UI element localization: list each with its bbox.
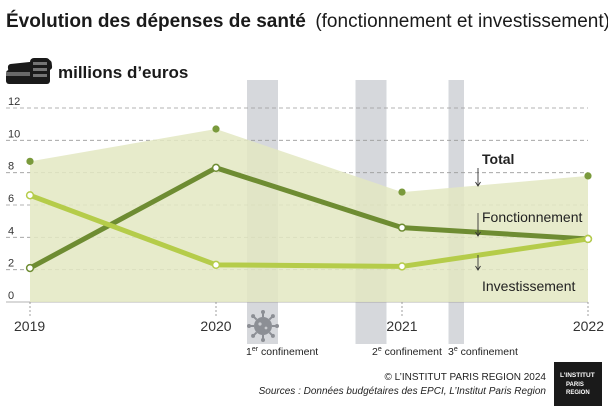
institut-logo: L’INSTITUT PARIS REGION: [554, 362, 602, 406]
total-point-2021: [398, 188, 406, 196]
total-point-2022: [584, 172, 592, 180]
logo-line-1: L’INSTITUT: [560, 372, 595, 379]
source-text: Sources : Données budgétaires des EPCI, …: [259, 386, 547, 397]
total-point-2020: [212, 125, 220, 133]
fonctionnement-point-2021: [397, 223, 407, 232]
period-label-3: 3e confinement: [448, 346, 518, 358]
copyright-text: © L’INSTITUT PARIS REGION 2024: [385, 372, 547, 383]
virus-icon: [247, 310, 279, 342]
logo-line-3: REGION: [566, 390, 590, 396]
period-label-1: 1er confinement: [246, 346, 318, 358]
period-label-2: 2e confinement: [372, 346, 442, 358]
series-label-investissement: Investissement: [482, 278, 575, 294]
y-tick-10: 10: [8, 128, 20, 140]
investissement-point-2019: [25, 191, 35, 200]
x-tick-2020: 2020: [200, 318, 231, 334]
y-tick-12: 12: [8, 96, 20, 108]
series-labels: Total Fonctionnement Investissement: [475, 151, 583, 294]
investissement-point-2022: [583, 234, 593, 244]
investissement-point-2021: [397, 262, 407, 271]
x-tick-2019: 2019: [14, 318, 45, 334]
fonctionnement-line: [27, 165, 591, 271]
fonctionnement-point-2019: [25, 263, 35, 273]
banknote-stack-icon: [6, 58, 53, 84]
series-label-fonctionnement: Fonctionnement: [482, 209, 583, 225]
investissement-point-2020: [211, 260, 221, 269]
logo-line-2: PARIS: [566, 382, 584, 388]
x-tick-2021: 2021: [386, 318, 417, 334]
fonctionnement-point-2020: [211, 163, 221, 172]
y-tick-2: 2: [8, 258, 14, 270]
chart-title-bold: Évolution des dépenses de santé: [6, 10, 306, 32]
y-tick-8: 8: [8, 161, 14, 173]
y-tick-0: 0: [8, 290, 14, 302]
investissement-arrow-head: [475, 265, 481, 271]
x-axis: 2019 2020 2021 2022: [14, 302, 604, 334]
x-tick-2022: 2022: [573, 318, 604, 334]
series-layer: [25, 125, 593, 302]
y-tick-4: 4: [8, 225, 14, 237]
unit-label: millions d’euros: [58, 63, 188, 82]
investissement-line: [27, 192, 591, 269]
y-tick-6: 6: [8, 193, 14, 205]
chart-title: Évolution des dépenses de santé (fonctio…: [6, 10, 608, 32]
chart-title-regular: (fonctionnement et investissement): [315, 11, 608, 32]
total-arrow-head: [475, 181, 481, 187]
series-label-total: Total: [482, 151, 514, 167]
total-point-2019: [26, 157, 34, 165]
fonctionnement-arrow-head: [475, 231, 481, 237]
